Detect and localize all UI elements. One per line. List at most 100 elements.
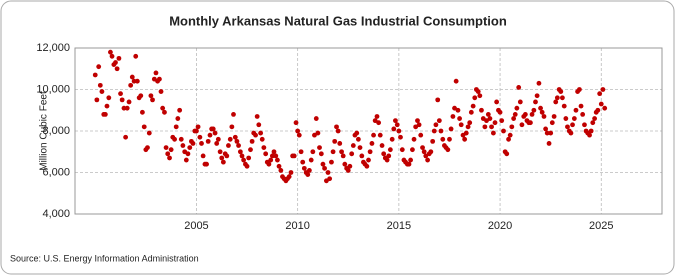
point	[536, 80, 542, 86]
point	[146, 130, 152, 136]
point	[528, 120, 533, 126]
point	[470, 103, 476, 109]
point	[214, 141, 220, 146]
point	[394, 122, 400, 128]
point	[602, 105, 608, 111]
point	[168, 147, 174, 153]
point	[359, 153, 365, 159]
point	[489, 124, 494, 130]
point	[465, 124, 471, 130]
point	[447, 136, 452, 142]
point	[435, 97, 441, 103]
point	[269, 153, 275, 159]
point	[384, 157, 390, 163]
point	[539, 109, 545, 115]
point	[544, 130, 550, 136]
point	[538, 105, 543, 111]
point	[102, 112, 108, 117]
point	[533, 99, 538, 105]
point	[553, 99, 559, 105]
point	[114, 66, 120, 72]
point	[296, 132, 302, 138]
point	[124, 105, 130, 111]
y-tick-label: 8,000	[42, 125, 70, 137]
point	[194, 128, 199, 134]
point	[450, 114, 456, 119]
point	[256, 122, 262, 128]
point	[420, 145, 425, 151]
point	[501, 128, 506, 134]
point	[315, 130, 321, 136]
point	[531, 107, 537, 113]
x-tick-label: 2020	[488, 220, 512, 232]
y-axis-label: Million Cubic Feet	[39, 91, 50, 171]
point	[298, 149, 304, 155]
x-tick-label: 2015	[387, 220, 411, 232]
point	[248, 147, 253, 153]
point	[499, 118, 505, 124]
point	[452, 105, 457, 111]
point	[587, 132, 592, 138]
point	[317, 145, 322, 151]
point	[320, 161, 326, 167]
point	[350, 143, 356, 148]
point	[554, 95, 560, 101]
point	[347, 163, 353, 169]
point	[551, 114, 557, 119]
point	[337, 141, 343, 146]
point	[167, 155, 172, 161]
point	[371, 132, 376, 138]
point	[600, 87, 606, 92]
point	[484, 118, 489, 124]
point	[153, 70, 159, 76]
point	[180, 143, 186, 148]
point	[391, 126, 397, 132]
point	[217, 149, 223, 155]
point	[482, 124, 488, 130]
point	[199, 141, 204, 146]
point	[418, 132, 424, 138]
point	[408, 157, 414, 163]
point	[313, 116, 319, 121]
point	[200, 153, 206, 159]
point	[286, 174, 292, 180]
point	[258, 130, 264, 136]
point	[367, 149, 373, 155]
y-tick-label: 6,000	[42, 166, 70, 178]
point	[342, 161, 348, 167]
point	[291, 153, 297, 159]
point	[509, 124, 515, 130]
point	[234, 138, 240, 144]
point	[406, 161, 412, 167]
point	[522, 112, 528, 117]
chart-title: Monthly Arkansas Natural Gas Industrial …	[169, 13, 507, 28]
point	[438, 128, 444, 134]
point	[276, 163, 282, 169]
x-tick-label: 2025	[589, 220, 613, 232]
x-tick-label: 2010	[285, 220, 309, 232]
point	[106, 95, 112, 101]
point	[128, 82, 134, 88]
point	[541, 114, 547, 119]
point	[126, 99, 132, 105]
point	[236, 143, 241, 148]
point	[595, 107, 601, 113]
point	[305, 172, 311, 177]
point	[322, 165, 327, 171]
point	[577, 87, 582, 92]
point	[241, 157, 247, 163]
point	[494, 99, 500, 105]
point	[312, 132, 317, 138]
point	[445, 147, 451, 153]
point	[516, 85, 522, 90]
point	[259, 136, 265, 142]
point	[472, 95, 478, 101]
point	[173, 124, 179, 130]
point	[99, 89, 105, 94]
point	[504, 151, 510, 157]
point	[157, 76, 162, 82]
point	[411, 136, 417, 142]
point	[204, 161, 209, 167]
point	[431, 128, 437, 134]
